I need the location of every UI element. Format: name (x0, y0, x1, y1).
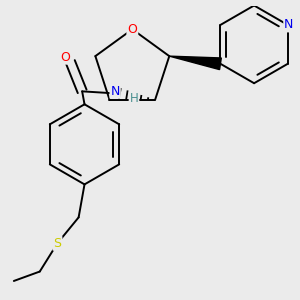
Polygon shape (169, 56, 221, 70)
Text: O: O (128, 23, 137, 36)
Text: S: S (53, 237, 62, 250)
Text: N: N (110, 85, 120, 98)
Text: O: O (61, 51, 70, 64)
Text: N: N (284, 18, 294, 32)
Text: H: H (130, 92, 138, 105)
